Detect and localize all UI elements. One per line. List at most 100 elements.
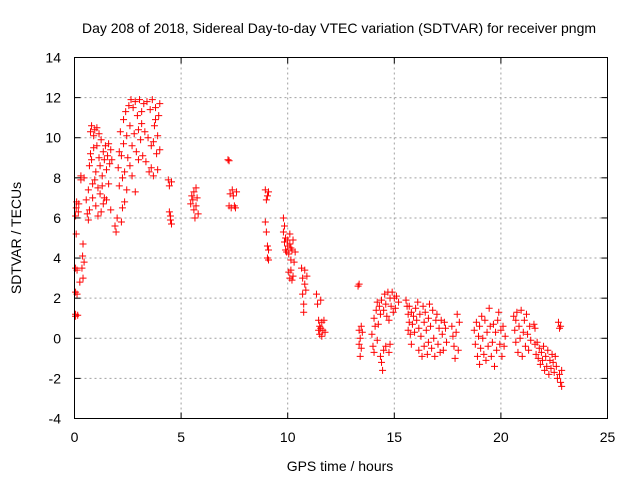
data-point <box>357 322 365 330</box>
data-point <box>105 140 113 148</box>
data-point <box>288 276 296 284</box>
data-point <box>291 248 299 256</box>
data-point <box>526 322 534 330</box>
grid <box>74 57 608 419</box>
data-point <box>165 182 173 190</box>
data-point <box>501 332 509 340</box>
data-point <box>484 342 492 350</box>
data-point <box>113 214 121 222</box>
data-point <box>415 346 423 354</box>
data-point <box>112 228 120 236</box>
data-point <box>517 306 525 314</box>
data-point <box>154 132 162 140</box>
data-point <box>418 352 426 360</box>
data-point <box>479 334 487 342</box>
data-point <box>142 158 150 166</box>
data-point <box>289 272 297 280</box>
data-point <box>420 342 428 350</box>
data-point <box>531 324 539 332</box>
data-point <box>279 228 287 236</box>
data-point <box>518 352 526 360</box>
data-point <box>261 218 269 226</box>
data-point <box>141 128 149 136</box>
data-point <box>156 146 164 154</box>
data-point <box>144 134 152 142</box>
data-point <box>482 356 490 364</box>
data-point <box>519 328 527 336</box>
data-point <box>554 318 562 326</box>
data-point <box>521 342 529 350</box>
data-point <box>193 194 201 202</box>
data-point <box>471 340 479 348</box>
data-point <box>477 344 485 352</box>
data-point <box>373 298 381 306</box>
data-point <box>368 330 376 338</box>
data-point <box>433 310 441 318</box>
data-point <box>356 334 364 342</box>
data-point <box>434 340 442 348</box>
data-point <box>300 308 308 316</box>
data-point <box>558 382 566 390</box>
data-point <box>441 324 449 332</box>
data-point <box>557 378 565 386</box>
data-point <box>535 344 543 352</box>
data-point <box>74 208 82 216</box>
data-point <box>448 322 456 330</box>
y-tick-label: 4 <box>53 250 61 266</box>
data-point <box>511 326 519 334</box>
data-point <box>138 108 146 116</box>
data-point <box>516 334 524 342</box>
data-point <box>388 288 396 296</box>
data-point <box>422 326 430 334</box>
data-point <box>409 312 417 320</box>
data-point <box>228 186 236 194</box>
data-point <box>318 332 326 340</box>
data-point <box>551 352 559 360</box>
data-point <box>74 311 82 319</box>
data-point <box>150 122 158 130</box>
x-tick-label: 15 <box>387 429 403 445</box>
y-tick-label: 12 <box>45 90 61 106</box>
data-point <box>89 180 97 188</box>
data-point <box>302 286 310 294</box>
data-point <box>383 312 391 320</box>
data-point <box>370 348 378 356</box>
data-point <box>407 308 415 316</box>
data-point <box>102 166 110 174</box>
data-point <box>125 102 133 110</box>
data-point <box>128 142 136 150</box>
data-point <box>455 318 463 326</box>
data-point <box>370 314 378 322</box>
data-point <box>549 358 557 366</box>
x-tick-label: 25 <box>600 429 616 445</box>
data-point <box>265 256 273 264</box>
data-point <box>424 314 432 322</box>
data-point <box>406 330 414 338</box>
data-point <box>76 278 84 286</box>
data-point <box>299 274 307 282</box>
data-point <box>488 338 496 346</box>
data-point <box>149 138 157 146</box>
data-point <box>118 204 126 212</box>
data-points <box>72 96 566 390</box>
data-point <box>139 152 147 160</box>
data-point <box>499 322 507 330</box>
data-point <box>431 352 439 360</box>
data-point <box>372 306 380 314</box>
data-point <box>480 350 488 358</box>
data-point <box>424 338 432 346</box>
data-point <box>133 112 141 120</box>
data-point <box>300 300 308 308</box>
data-point <box>453 310 461 318</box>
data-point <box>190 206 198 214</box>
data-point <box>106 160 114 168</box>
data-point <box>147 164 155 172</box>
data-point <box>544 346 552 354</box>
data-point <box>451 354 459 362</box>
data-point <box>115 148 123 156</box>
data-point <box>155 112 163 120</box>
data-point <box>408 320 416 328</box>
data-point <box>91 176 99 184</box>
data-point <box>265 246 273 254</box>
data-point <box>94 184 102 192</box>
